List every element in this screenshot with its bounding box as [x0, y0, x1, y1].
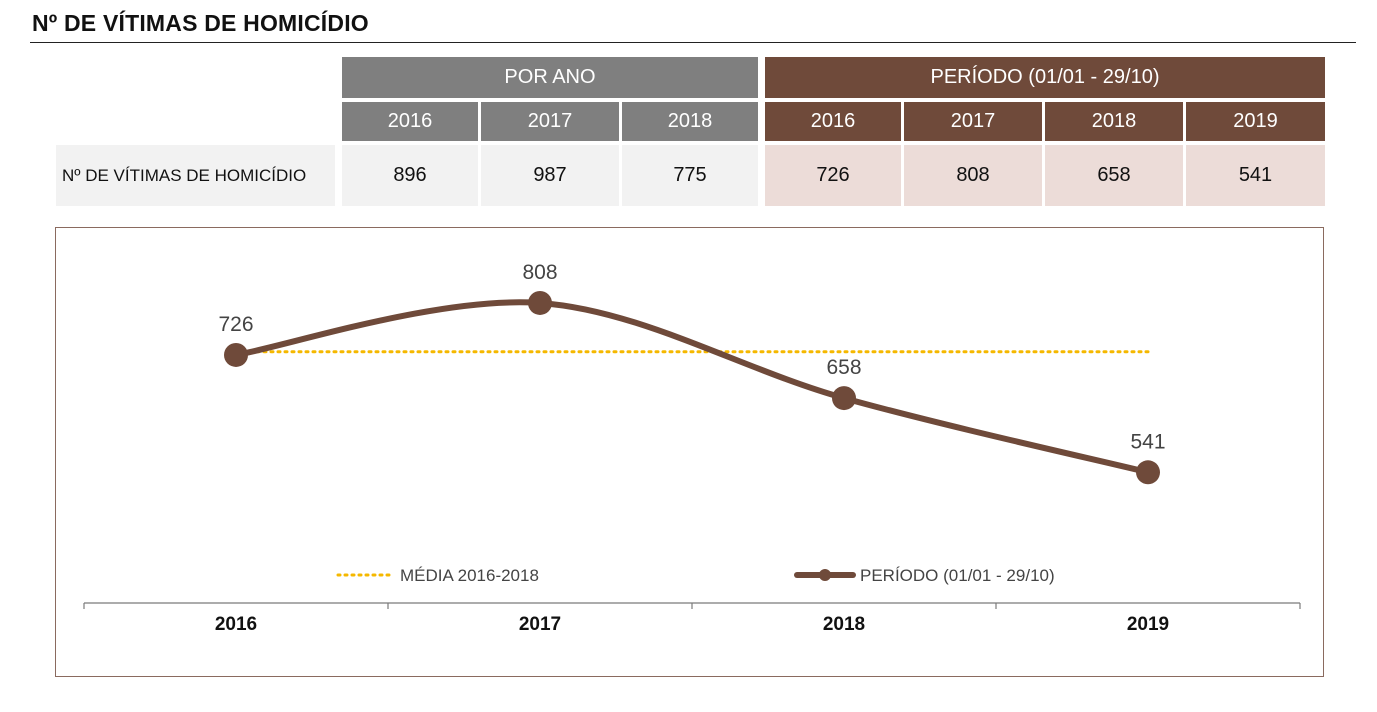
value-por-ano-2016: 896 [342, 145, 478, 206]
data-label-2019: 541 [1130, 430, 1165, 453]
chart-frame [55, 227, 1324, 677]
row-label: Nº DE VÍTIMAS DE HOMICÍDIO [56, 145, 335, 206]
legend-periodo-marker [819, 569, 831, 581]
x-tick-label-2018: 2018 [823, 614, 865, 635]
value-periodo-2016: 726 [765, 145, 901, 206]
year-header-por-ano-2016: 2016 [342, 102, 478, 141]
year-header-periodo-2016: 2016 [765, 102, 901, 141]
page-title: Nº DE VÍTIMAS DE HOMICÍDIO [32, 10, 369, 36]
x-tick-label-2019: 2019 [1127, 614, 1169, 635]
year-header-periodo-2018: 2018 [1045, 102, 1183, 141]
legend-media-label: MÉDIA 2016-2018 [400, 566, 539, 585]
year-header-por-ano-2018: 2018 [622, 102, 758, 141]
data-label-2017: 808 [522, 261, 557, 284]
data-point-2019 [1136, 460, 1160, 485]
data-point-2017 [528, 290, 552, 315]
x-tick-label-2016: 2016 [215, 614, 257, 635]
year-header-periodo-2019: 2019 [1186, 102, 1325, 141]
value-periodo-2017: 808 [904, 145, 1042, 206]
value-periodo-2018: 658 [1045, 145, 1183, 206]
legend-periodo-label: PERÍODO (01/01 - 29/10) [860, 566, 1055, 585]
group-header-por-ano: POR ANO [342, 57, 758, 98]
year-header-por-ano-2017: 2017 [481, 102, 619, 141]
x-tick-label-2017: 2017 [519, 614, 561, 635]
value-por-ano-2017: 987 [481, 145, 619, 206]
series-periodo-line [233, 299, 1151, 476]
group-header-periodo: PERÍODO (01/01 - 29/10) [765, 57, 1325, 98]
data-label-2016: 726 [218, 313, 253, 336]
title-divider [30, 42, 1356, 43]
value-por-ano-2018: 775 [622, 145, 758, 206]
data-label-2018: 658 [826, 356, 861, 379]
value-periodo-2019: 541 [1186, 145, 1325, 206]
data-point-2016 [224, 342, 248, 367]
year-header-periodo-2017: 2017 [904, 102, 1042, 141]
data-point-2018 [832, 386, 856, 411]
